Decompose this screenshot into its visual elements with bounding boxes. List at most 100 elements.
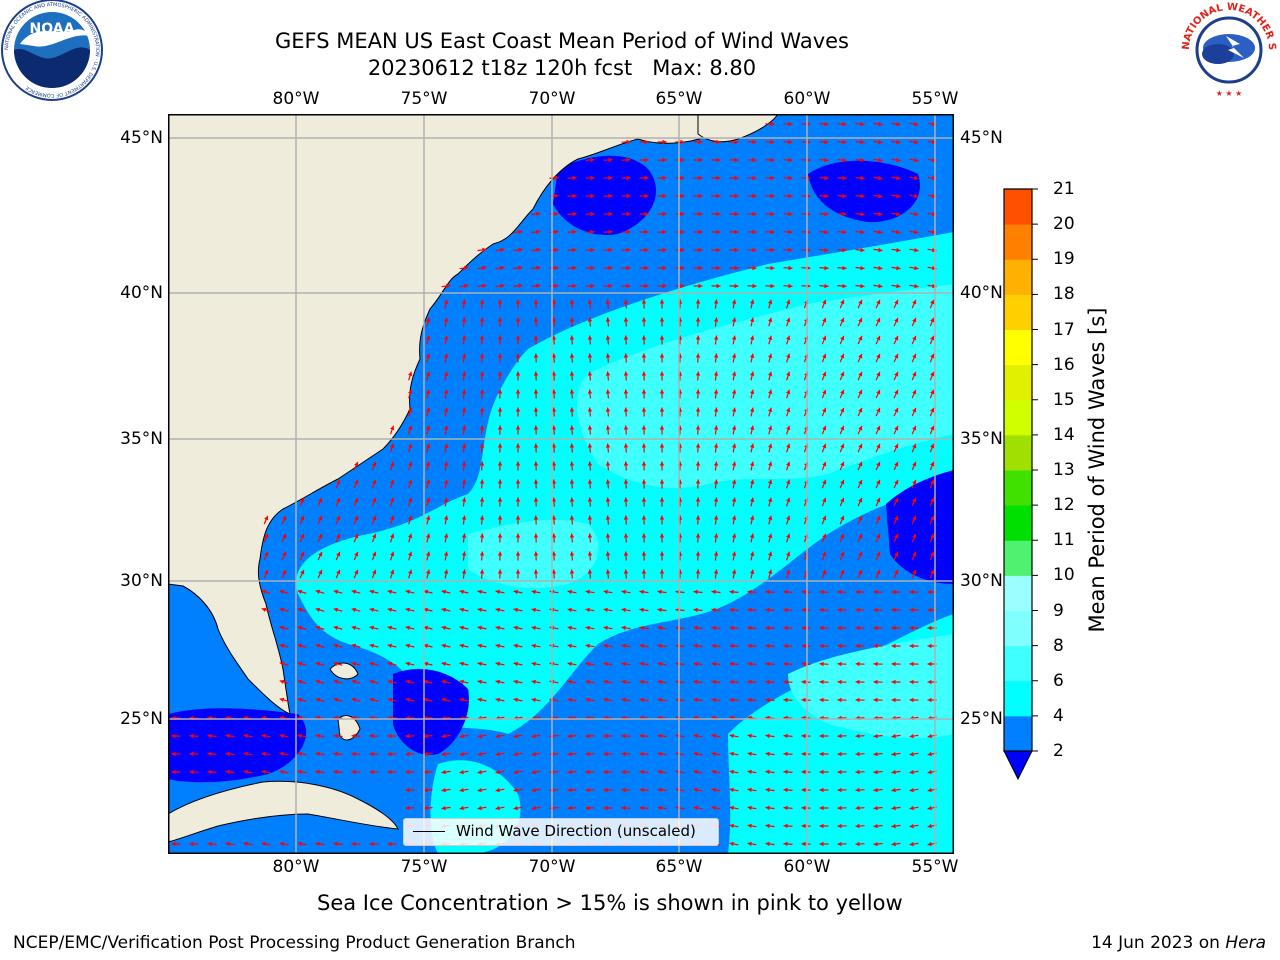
- wind-wave-arrowhead: [590, 229, 595, 235]
- wind-wave-arrowhead: [443, 551, 449, 556]
- wind-wave-arrowhead: [608, 193, 613, 199]
- wind-wave-arrowhead: [264, 569, 269, 575]
- wind-wave-arrowhead: [891, 679, 896, 685]
- wind-wave-arrowhead: [587, 497, 593, 502]
- wind-wave-arrowhead: [390, 443, 395, 449]
- wind-wave-arrowhead: [713, 389, 719, 394]
- wind-wave-arrowhead: [747, 625, 752, 631]
- wind-wave-arrowhead: [693, 697, 698, 703]
- wind-wave-arrowhead: [605, 317, 611, 322]
- wind-wave-arrowhead: [531, 607, 536, 613]
- wind-wave-arrowhead: [930, 569, 935, 575]
- wind-wave-arrowhead: [603, 769, 608, 775]
- wind-wave-arrowhead: [713, 317, 719, 322]
- wind-wave-arrowhead: [801, 679, 806, 685]
- wind-wave-arrowhead: [822, 569, 827, 575]
- wind-wave-arrowhead: [531, 697, 536, 703]
- wind-wave-arrowhead: [279, 697, 285, 702]
- wind-wave-arrowhead: [698, 265, 703, 271]
- wind-wave-arrowhead: [659, 551, 665, 556]
- wind-wave-arrowhead: [459, 733, 464, 739]
- wind-wave-arrowhead: [621, 697, 626, 703]
- wind-wave-arrowhead: [786, 425, 791, 431]
- wind-wave-arrowhead: [752, 283, 757, 289]
- wind-wave-arrowhead: [441, 769, 446, 775]
- wind-wave-arrowhead: [626, 175, 631, 181]
- wind-wave-arrowhead: [731, 407, 737, 412]
- wind-wave-arrowhead: [914, 229, 919, 235]
- wind-wave-arrowhead: [551, 551, 557, 556]
- wind-wave-arrowhead: [734, 265, 739, 271]
- wind-wave-arrowhead: [641, 407, 647, 412]
- wind-wave-arrowhead: [819, 751, 824, 757]
- wind-wave-arrowhead: [909, 733, 914, 739]
- wind-wave-arrowhead: [765, 607, 770, 613]
- wind-wave-arrowhead: [837, 589, 842, 595]
- wind-wave-arrowhead: [914, 265, 919, 271]
- wind-wave-arrowhead: [639, 805, 644, 811]
- colorbar-swatch: [1004, 434, 1032, 471]
- wind-wave-arrowhead: [387, 733, 392, 739]
- wind-wave-arrowhead: [207, 751, 212, 757]
- wind-wave-arrowhead: [657, 805, 662, 811]
- wind-wave-arrowhead: [734, 247, 739, 253]
- wind-wave-arrowhead: [533, 425, 539, 430]
- wind-wave-arrowhead: [639, 625, 644, 631]
- wind-wave-arrowhead: [819, 805, 824, 811]
- wind-wave-arrowhead: [711, 787, 716, 793]
- wind-wave-arrowhead: [567, 679, 572, 685]
- wind-wave-arrowhead: [351, 679, 357, 684]
- wind-wave-arrowhead: [405, 751, 410, 757]
- wind-wave-arrowhead: [657, 751, 662, 757]
- wind-wave-arrowhead: [894, 317, 899, 323]
- wind-wave-arrowhead: [590, 283, 595, 289]
- wind-wave-arrowhead: [858, 533, 863, 539]
- wind-wave-arrowhead: [497, 299, 503, 304]
- wind-wave-arrowhead: [822, 299, 827, 305]
- wind-wave-arrowhead: [695, 407, 701, 412]
- wind-wave-arrowhead: [930, 515, 935, 521]
- wind-wave-arrowhead: [318, 497, 323, 503]
- wind-wave-arrowhead: [801, 823, 806, 829]
- wind-wave-arrowhead: [500, 265, 505, 271]
- wind-wave-arrowhead: [878, 211, 883, 217]
- wind-wave-arrowhead: [644, 265, 649, 271]
- wind-wave-arrowhead: [551, 479, 557, 484]
- wind-wave-arrowhead: [822, 533, 827, 539]
- wind-wave-arrowhead: [822, 551, 827, 557]
- lon-label-bottom-80w: 80°W: [272, 857, 320, 877]
- wind-wave-arrowhead: [479, 443, 485, 448]
- wind-wave-arrowhead: [711, 607, 716, 613]
- wind-wave-arrowhead: [554, 211, 559, 217]
- wind-wave-arrowhead: [495, 697, 500, 703]
- wind-wave-arrowhead: [894, 353, 899, 359]
- wind-wave-arrowhead: [567, 787, 572, 793]
- wind-wave-arrowhead: [891, 625, 896, 631]
- wind-wave-arrowhead: [842, 193, 847, 199]
- wind-wave-arrowhead: [896, 175, 901, 181]
- wind-wave-arrowhead: [713, 533, 719, 538]
- wind-wave-arrowhead: [713, 371, 719, 376]
- wind-wave-arrowhead: [657, 589, 662, 595]
- wind-wave-arrowhead: [497, 371, 503, 376]
- wind-wave-arrowhead: [930, 425, 935, 431]
- wind-wave-arrowhead: [873, 805, 878, 811]
- wind-wave-arrowhead: [587, 353, 593, 358]
- wind-wave-arrowhead: [819, 643, 824, 649]
- wind-wave-arrowhead: [408, 389, 413, 395]
- wind-wave-arrowhead: [788, 265, 793, 271]
- wind-wave-arrowhead: [659, 353, 665, 358]
- wind-wave-arrowhead: [858, 551, 863, 557]
- wind-wave-arrowhead: [909, 607, 914, 613]
- colorbar-swatch: [1004, 505, 1032, 541]
- wind-wave-arrowhead: [441, 697, 446, 702]
- wind-wave-arrowhead: [567, 769, 572, 775]
- wind-wave-arrowhead: [405, 805, 410, 811]
- wind-wave-arrowhead: [572, 229, 577, 235]
- wind-wave-arrowhead: [752, 211, 757, 217]
- wind-wave-arrowhead: [644, 157, 649, 163]
- wind-wave-arrowhead: [590, 211, 595, 217]
- wind-wave-arrowhead: [657, 625, 662, 631]
- wind-wave-arrowhead: [731, 479, 737, 484]
- wind-wave-arrowhead: [752, 139, 757, 145]
